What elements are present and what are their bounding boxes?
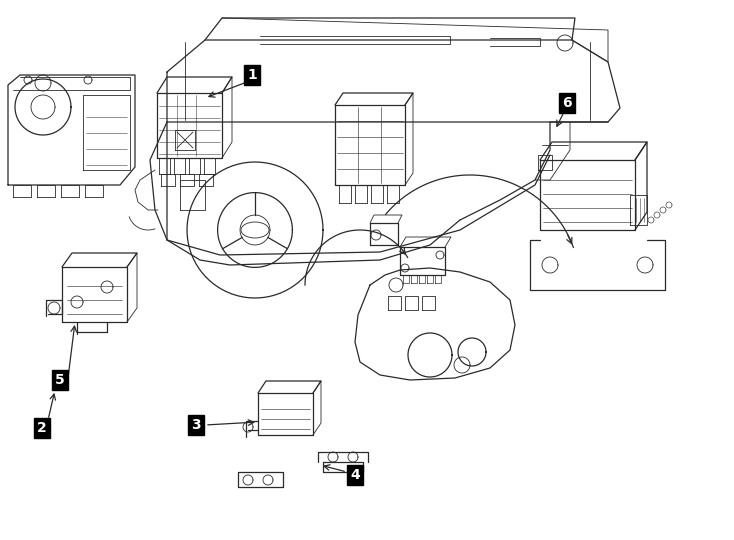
Text: 3: 3: [191, 418, 201, 432]
Text: 6: 6: [562, 96, 572, 110]
Text: 2: 2: [37, 421, 47, 435]
Text: 4: 4: [350, 468, 360, 482]
Text: 1: 1: [247, 68, 257, 82]
Text: 5: 5: [55, 373, 65, 387]
